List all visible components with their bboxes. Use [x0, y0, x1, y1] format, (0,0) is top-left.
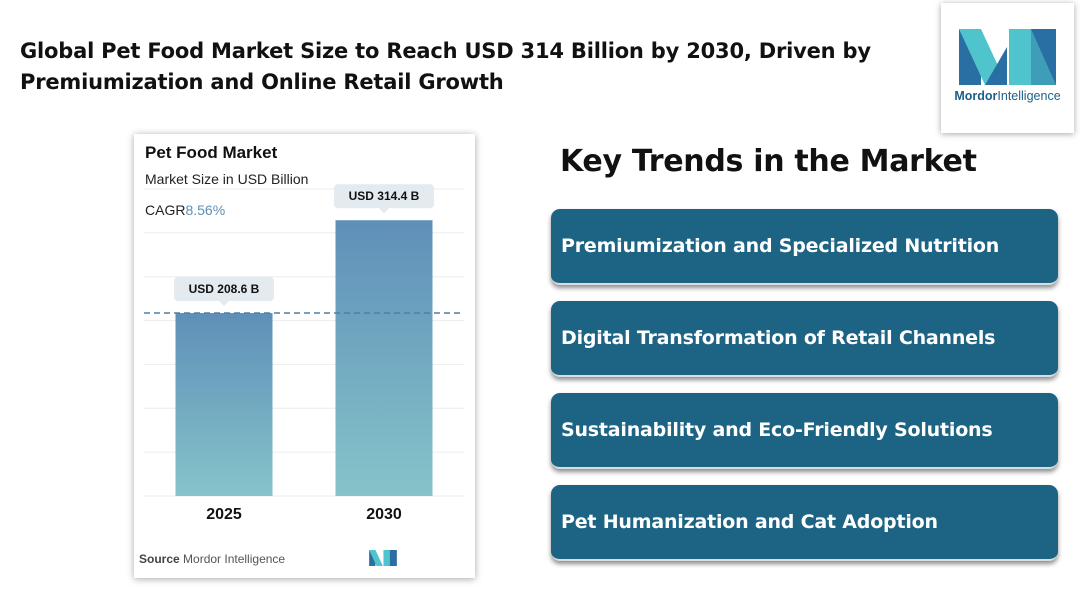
chart-title: Pet Food Market [145, 143, 278, 162]
trend-item: Sustainability and Eco-Friendly Solution… [551, 393, 1058, 469]
cagr-readout: CAGR8.56% [145, 202, 225, 218]
x-tick-label: 2025 [206, 506, 242, 523]
chart-card: Pet Food Market Market Size in USD Billi… [134, 134, 475, 578]
logo-wordmark: MordorIntelligence [954, 89, 1061, 103]
mordor-logo-icon [959, 29, 1056, 85]
trend-item: Pet Humanization and Cat Adoption [551, 485, 1058, 561]
mordor-small-logo-icon [369, 550, 397, 566]
mordor-intelligence-logo: MordorIntelligence [941, 3, 1074, 133]
trend-item: Premiumization and Specialized Nutrition [551, 209, 1058, 285]
chart-subtitle: Market Size in USD Billion [145, 171, 309, 187]
cagr-value: 8.56% [185, 202, 226, 218]
bar-2030 [335, 220, 433, 496]
key-trends-title: Key Trends in the Market [560, 144, 977, 179]
data-label-pointer [379, 208, 389, 214]
trend-item: Digital Transformation of Retail Channel… [551, 301, 1058, 377]
page-headline: Global Pet Food Market Size to Reach USD… [20, 39, 871, 94]
data-label: USD 208.6 B [189, 282, 260, 296]
data-label-box [334, 184, 434, 209]
bar-chart: 2025 USD 208.6 B 2030 USD 314.4 B [144, 184, 464, 523]
chart-source: Source Mordor Intelligence [139, 552, 286, 566]
data-label: USD 314.4 B [349, 189, 420, 203]
x-tick-label: 2030 [366, 506, 402, 523]
data-label-pointer [219, 301, 229, 307]
data-label-box [174, 277, 274, 302]
cagr-label: CAGR [145, 202, 186, 218]
bar-2025 [175, 313, 273, 496]
